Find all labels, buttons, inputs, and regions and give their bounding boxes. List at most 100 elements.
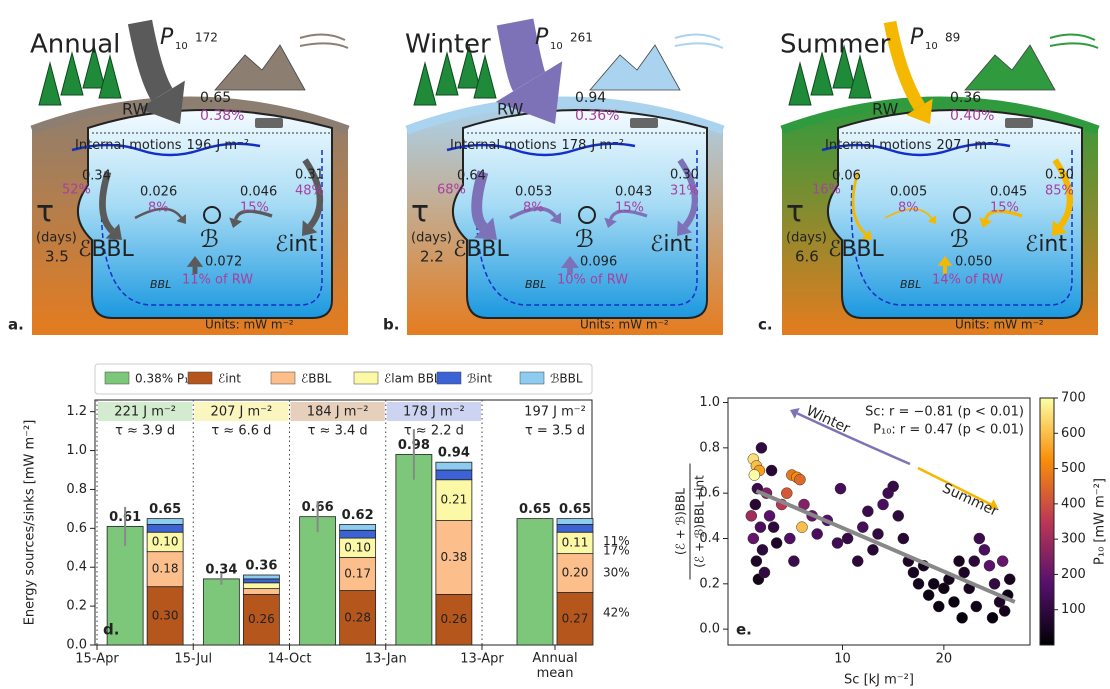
x-axis-label: Sc [kJ m⁻²] [844, 673, 914, 688]
scatter-point [768, 522, 779, 533]
panel-label: d. [103, 621, 119, 639]
legend-swatch [271, 372, 295, 384]
total-label: 0.65 [559, 502, 591, 517]
value-label: 0.18 [152, 562, 179, 576]
flux-value: 0.64 [457, 169, 486, 184]
flux-percent: 15% [615, 201, 644, 216]
colorbar-tick-label: 100 [1061, 602, 1086, 617]
colorbar-tick-label: 600 [1061, 426, 1086, 441]
panel-label: a. [8, 316, 24, 334]
mountain [965, 45, 1055, 90]
value-label: 0.26 [441, 612, 468, 626]
scatter-point [999, 606, 1010, 617]
internal-energy: 196 [187, 138, 212, 153]
scatter-point [812, 528, 823, 539]
rw-percent: 0.36% [575, 108, 619, 124]
colorbar-tick-label: 500 [1061, 461, 1086, 476]
bar-segment [396, 454, 432, 645]
units: Units: mW m⁻² [205, 318, 294, 332]
scatter-point [749, 470, 760, 481]
flux-percent: 48% [295, 184, 324, 199]
y-tick-label: 1.0 [699, 395, 720, 410]
y-tick-label: 0.8 [66, 482, 87, 497]
scatter-point [756, 442, 767, 453]
scatter-point [781, 488, 792, 499]
legend-swatch [105, 372, 129, 384]
scatter-point [764, 510, 775, 521]
rw-flux: 0.65 [200, 90, 231, 106]
tau-label: τ = 3.5 d [525, 424, 585, 439]
x-tick-label: 10 [834, 652, 851, 667]
p-symbol: P [535, 25, 549, 50]
value-label: 0.26 [248, 612, 275, 626]
flux-value: 0.053 [515, 185, 552, 200]
boat [1005, 118, 1033, 128]
b-symbol: ℬ [575, 225, 594, 253]
flux-percent: 15% [240, 201, 269, 216]
y-tick-label: 0.0 [66, 638, 87, 653]
bar-segment [243, 583, 279, 589]
scatter-point [948, 596, 959, 607]
tau-label: τ ≈ 6.6 d [211, 424, 271, 439]
panel-label: b. [383, 316, 399, 334]
flux-value: 0.045 [990, 185, 1027, 200]
y-axis-label: (ℰ + ℬ)BBL(ℰ + ℬ)BBL+int [674, 464, 707, 580]
scatter-point [784, 533, 795, 544]
scatter-point [748, 533, 759, 544]
bar-segment [557, 524, 593, 532]
b-symbol: ℬ [950, 225, 969, 253]
energy-label: 207 J m⁻² [211, 405, 273, 420]
x-tick-label: 14-Oct [267, 652, 311, 667]
eps-bbl: ℰBBL [453, 237, 510, 262]
legend-entry: ℰint [218, 372, 241, 386]
internal-label: Internal motions [825, 138, 932, 153]
rw-label: RW [872, 100, 898, 119]
internal-label: Internal motions [450, 138, 557, 153]
colorbar-tick-label: 700 [1061, 391, 1086, 406]
scatter-point [852, 556, 863, 567]
share-label: 30% [603, 566, 630, 580]
scatter-point [751, 556, 762, 567]
scatter-point [842, 533, 853, 544]
scatter-point [788, 556, 799, 567]
total-label: 0.62 [342, 508, 374, 523]
energy-label: 184 J m⁻² [307, 405, 369, 420]
x-tick-label: 13-Jan [365, 652, 407, 667]
y-tick-label: 1.0 [66, 443, 87, 458]
scatter-point [987, 612, 998, 623]
legend-entry: ℰlam BBL [384, 372, 441, 386]
flux-value: 0.06 [832, 169, 861, 184]
total-label: 0.65 [149, 502, 181, 517]
colorbar-tick-label: 400 [1061, 496, 1086, 511]
bar-segment [147, 519, 183, 525]
flux-value: 0.34 [82, 169, 111, 184]
value-label: 0.11 [562, 535, 589, 549]
legend-swatch [437, 372, 461, 384]
flux-value: 0.005 [890, 185, 927, 200]
internal-motions: Internal motions207J m⁻² [825, 138, 999, 153]
flux-percent: 8% [148, 201, 169, 216]
y-tick-label: 0.2 [699, 576, 720, 591]
scatter-point [867, 544, 878, 555]
tree [39, 63, 61, 105]
scatter-point [959, 567, 970, 578]
legend-swatch [188, 372, 212, 384]
tau-symbol: τ [36, 195, 54, 230]
rw-label: RW [497, 100, 523, 119]
scatter-point [766, 465, 777, 476]
eps-bbl: ℰBBL [828, 237, 885, 262]
scatter-point [893, 510, 904, 521]
scatter-point [954, 556, 965, 567]
internal-unit: J m⁻² [215, 138, 249, 153]
figure: AnnualP10172RW0.650.38%Internal motions1… [0, 0, 1110, 689]
bar-segment [517, 519, 553, 645]
scatter-point [913, 578, 924, 589]
scatter-point [832, 538, 843, 549]
legend-swatch [520, 372, 544, 384]
flux-percent: 8% [898, 201, 919, 216]
season-title: Annual [30, 30, 120, 60]
scatter-point [872, 528, 883, 539]
value-label: 0.20 [562, 566, 589, 580]
energy-label: 221 J m⁻² [114, 405, 176, 420]
rw-flux: 0.36 [950, 90, 981, 106]
